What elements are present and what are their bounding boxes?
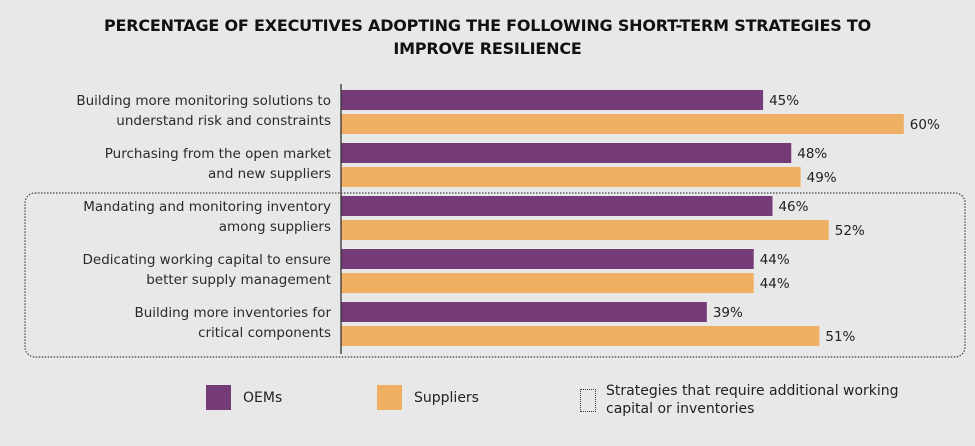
bar-oems — [341, 302, 707, 322]
category-label: critical components — [198, 325, 331, 341]
bar-suppliers — [341, 326, 820, 346]
bar-suppliers — [341, 167, 801, 187]
category-label: Building more inventories for — [134, 305, 331, 321]
bar-oems — [341, 90, 764, 110]
data-label-oems: 44% — [760, 252, 790, 268]
data-label-oems: 45% — [769, 93, 799, 109]
category-label: Mandating and monitoring inventory — [83, 199, 331, 215]
data-label-suppliers: 44% — [760, 276, 790, 292]
bar-oems — [341, 196, 773, 216]
data-label-suppliers: 52% — [835, 223, 865, 239]
bar-suppliers — [341, 220, 829, 240]
legend-item-oems: OEMs — [206, 385, 282, 410]
chart-title-line-2: IMPROVE RESILIENCE — [393, 39, 582, 58]
data-label-oems: 39% — [713, 305, 743, 321]
legend-dotted-box-icon — [580, 388, 596, 412]
bar-chart: 45% 60% Building more monitoring solutions… — [24, 84, 966, 358]
legend-label-suppliers: Suppliers — [414, 389, 479, 406]
chart-title: PERCENTAGE OF EXECUTIVES ADOPTING THE FO… — [0, 14, 975, 60]
legend-swatch-suppliers — [377, 385, 402, 410]
bar-suppliers — [341, 273, 754, 293]
category-label: Dedicating working capital to ensure — [83, 252, 332, 268]
data-label-suppliers: 60% — [910, 117, 940, 133]
legend-label-oems: OEMs — [243, 389, 283, 406]
category-label: Purchasing from the open market — [105, 146, 331, 162]
chart-title-line-1: PERCENTAGE OF EXECUTIVES ADOPTING THE FO… — [103, 16, 872, 35]
bar-oems — [341, 249, 754, 269]
category-label: better supply management — [146, 272, 331, 288]
highlight-group-box — [24, 192, 966, 358]
category-label: understand risk and constraints — [116, 113, 331, 129]
legend-label-group-line-1: Strategies that require additional worki… — [606, 383, 899, 399]
category-label: among suppliers — [219, 219, 331, 235]
data-label-suppliers: 49% — [807, 170, 837, 186]
data-label-oems: 48% — [797, 146, 827, 162]
category-label: Building more monitoring solutions to — [76, 93, 331, 109]
legend-label-group-line-2: capital or inventories — [606, 401, 755, 417]
legend-item-suppliers: Suppliers — [377, 385, 479, 410]
legend-item-highlight-group: Strategies that require additional worki… — [580, 382, 899, 418]
legend-swatch-oems — [206, 385, 231, 410]
legend: OEMs Suppliers Strategies that require a… — [0, 382, 975, 422]
bar-suppliers — [341, 114, 904, 134]
category-label: and new suppliers — [208, 166, 331, 182]
data-label-suppliers: 51% — [825, 329, 855, 345]
data-label-oems: 46% — [778, 199, 808, 215]
bar-oems — [341, 143, 792, 163]
